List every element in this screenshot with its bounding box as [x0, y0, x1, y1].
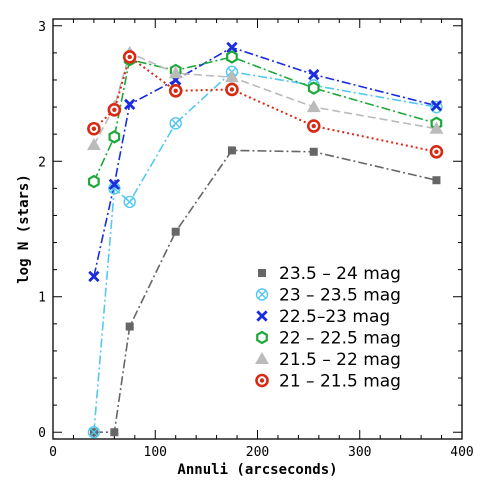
y-tick-label: 1: [38, 291, 46, 306]
data-point: [429, 144, 444, 159]
data-point: [430, 100, 443, 112]
data-point: [87, 121, 101, 136]
data-point: [110, 428, 119, 437]
legend-entry: 22 – 22.5 mag: [279, 329, 401, 349]
data-point: [124, 98, 136, 111]
legend-entry: 23 – 23.5 mag: [279, 286, 401, 306]
data-point: [306, 119, 321, 133]
legend-entry: 22.5–23 mag: [279, 307, 390, 327]
legend-marker: [256, 330, 268, 345]
data-point: [125, 322, 134, 331]
data-point: [227, 146, 236, 155]
data-point: [307, 81, 320, 95]
x-tick-label: 100: [144, 445, 167, 460]
legend-entry: 21 – 21.5 mag: [279, 372, 401, 392]
series-line-5: [93, 51, 437, 146]
legend-marker: [255, 288, 269, 301]
data-point: [169, 117, 182, 130]
x-tick-label: 0: [49, 445, 57, 460]
x-axis-label: Annuli (arcseconds): [177, 462, 337, 478]
legend-marker: [255, 351, 269, 365]
legend-marker: [256, 310, 268, 322]
data-point: [432, 176, 441, 185]
data-point: [225, 82, 239, 97]
data-point: [309, 147, 318, 156]
legend-entry: 23.5 – 24 mag: [279, 264, 401, 284]
x-tick-label: 400: [450, 445, 473, 460]
data-point: [225, 70, 239, 83]
axis-ticks: 0 100 200 300 400 0 1 2 3: [38, 19, 474, 460]
data-point: [226, 41, 238, 54]
data-point: [108, 178, 121, 190]
data-point: [226, 50, 238, 64]
x-tick-label: 300: [348, 445, 371, 460]
data-point: [122, 50, 137, 64]
data-point: [108, 130, 121, 144]
y-axis-label: log N (stars): [16, 174, 32, 284]
legend-marker: [255, 373, 269, 388]
x-tick-label: 200: [246, 445, 269, 460]
data-point: [123, 195, 136, 209]
data-point: [308, 68, 320, 81]
series-line-6: [93, 55, 437, 153]
data-point: [168, 66, 183, 79]
data-point: [107, 102, 122, 117]
data-point: [429, 121, 444, 134]
data-point: [88, 270, 100, 283]
legend-entry: 21.5 – 22 mag: [279, 350, 401, 370]
y-tick-label: 2: [38, 155, 46, 170]
data-point: [88, 174, 100, 189]
series-markers: [86, 41, 444, 439]
data-point: [168, 84, 183, 98]
data-point: [306, 100, 321, 113]
legend-marker: [258, 269, 266, 277]
data-point: [171, 227, 180, 236]
data-point: [86, 137, 101, 151]
data-point: [87, 426, 101, 439]
y-tick-label: 3: [38, 20, 46, 35]
series-line-3: [93, 46, 437, 277]
y-tick-label: 0: [38, 426, 46, 441]
